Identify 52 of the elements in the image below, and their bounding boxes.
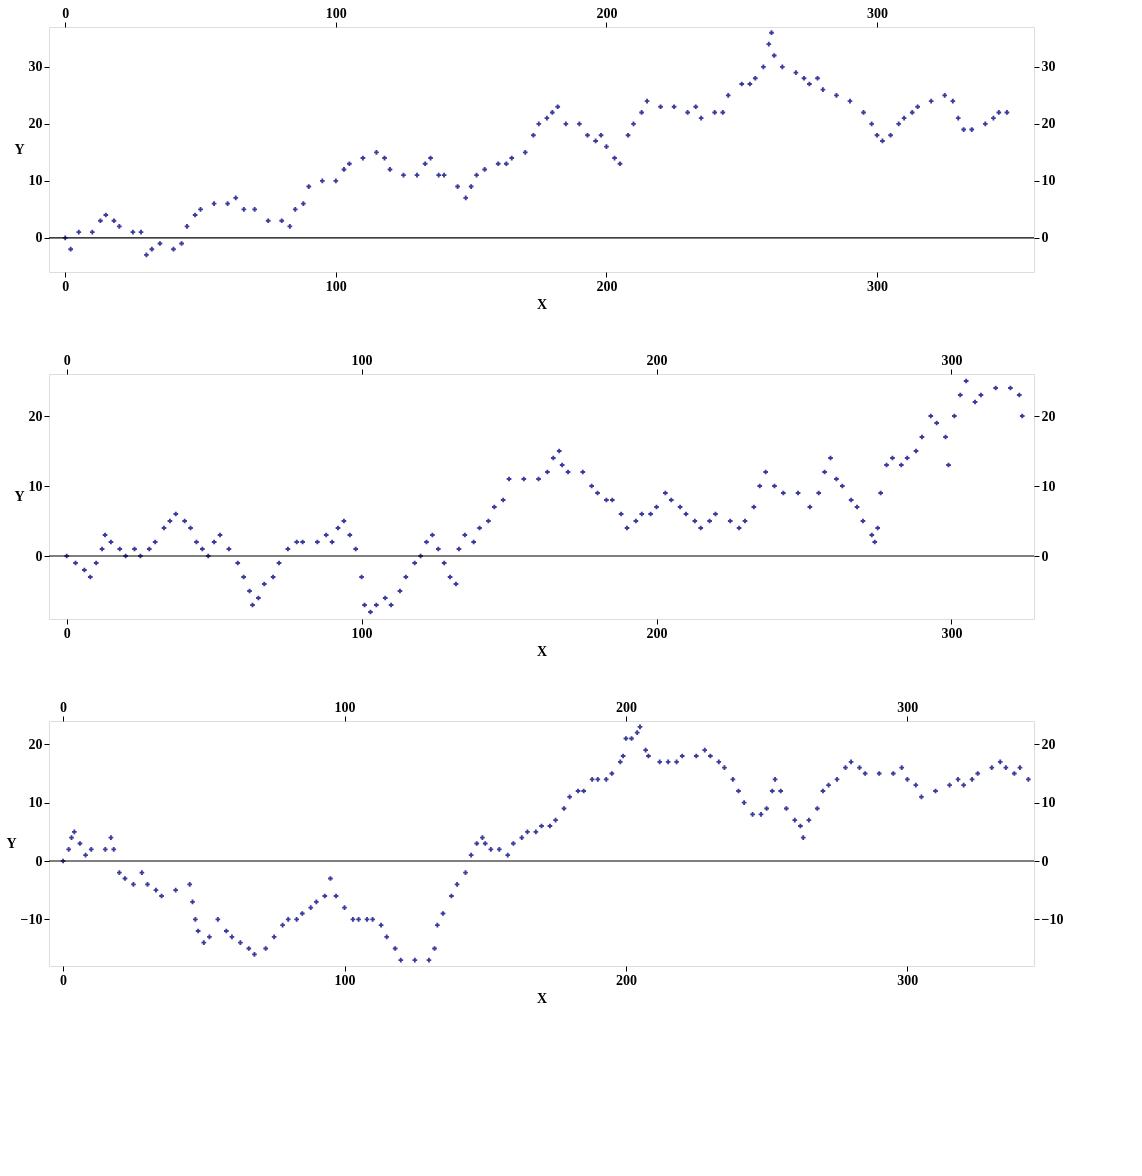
y-tick-label: 0 [35, 548, 43, 564]
x-tick-label: 100 [325, 278, 347, 294]
y2-tick-label: 20 [1041, 408, 1056, 424]
x-tick-label: 0 [62, 278, 70, 294]
y-tick-label: 0 [35, 230, 43, 246]
y-tick-label: 30 [28, 59, 43, 75]
x-axis-title: X [536, 296, 548, 312]
x-tick-label: 300 [941, 625, 963, 641]
x2-tick-label: 200 [596, 5, 618, 21]
x2-tick-label: 100 [325, 5, 347, 21]
y-axis-title: Y [14, 142, 25, 157]
x2-tick-label: 0 [63, 352, 71, 368]
y-axis-title: Y [14, 489, 25, 504]
y2-tick-label: 30 [1041, 59, 1056, 75]
y-axis-title: Y [6, 836, 17, 851]
x2-tick-label: 200 [615, 699, 637, 715]
x-tick-label: 300 [897, 972, 919, 988]
x-tick-label: 100 [351, 625, 373, 641]
x-tick-label: 200 [646, 625, 668, 641]
y2-tick-label: 10 [1041, 478, 1056, 494]
x-axis-title: X [536, 990, 548, 1006]
y2-tick-label: −10 [1041, 911, 1064, 927]
y2-tick-label: 20 [1041, 736, 1056, 752]
y-tick-label: 20 [28, 736, 43, 752]
x2-tick-label: 300 [867, 5, 889, 21]
x-tick-label: 0 [60, 972, 68, 988]
x-tick-label: 200 [615, 972, 637, 988]
y2-tick-label: 0 [1041, 230, 1049, 246]
y2-tick-label: 20 [1041, 116, 1056, 132]
x2-tick-label: 100 [334, 699, 356, 715]
x-tick-label: 0 [63, 625, 71, 641]
y-tick-label: 10 [28, 173, 43, 189]
y2-tick-label: 0 [1041, 548, 1049, 564]
x-axis-title: X [536, 643, 548, 659]
x-tick-label: 100 [334, 972, 356, 988]
y-tick-label: −10 [20, 911, 43, 927]
x-tick-label: 300 [867, 278, 889, 294]
y2-tick-label: 10 [1041, 173, 1056, 189]
x-tick-label: 200 [596, 278, 618, 294]
y-tick-label: 20 [28, 408, 43, 424]
y-tick-label: 10 [28, 478, 43, 494]
x2-tick-label: 0 [60, 699, 68, 715]
x2-tick-label: 300 [941, 352, 963, 368]
y2-tick-label: 0 [1041, 853, 1049, 869]
y-tick-label: 10 [28, 795, 43, 811]
x2-tick-label: 200 [646, 352, 668, 368]
x2-tick-label: 100 [351, 352, 373, 368]
y-tick-label: 0 [35, 853, 43, 869]
x2-tick-label: 300 [897, 699, 919, 715]
y2-tick-label: 10 [1041, 795, 1056, 811]
x2-tick-label: 0 [62, 5, 70, 21]
y-tick-label: 20 [28, 116, 43, 132]
